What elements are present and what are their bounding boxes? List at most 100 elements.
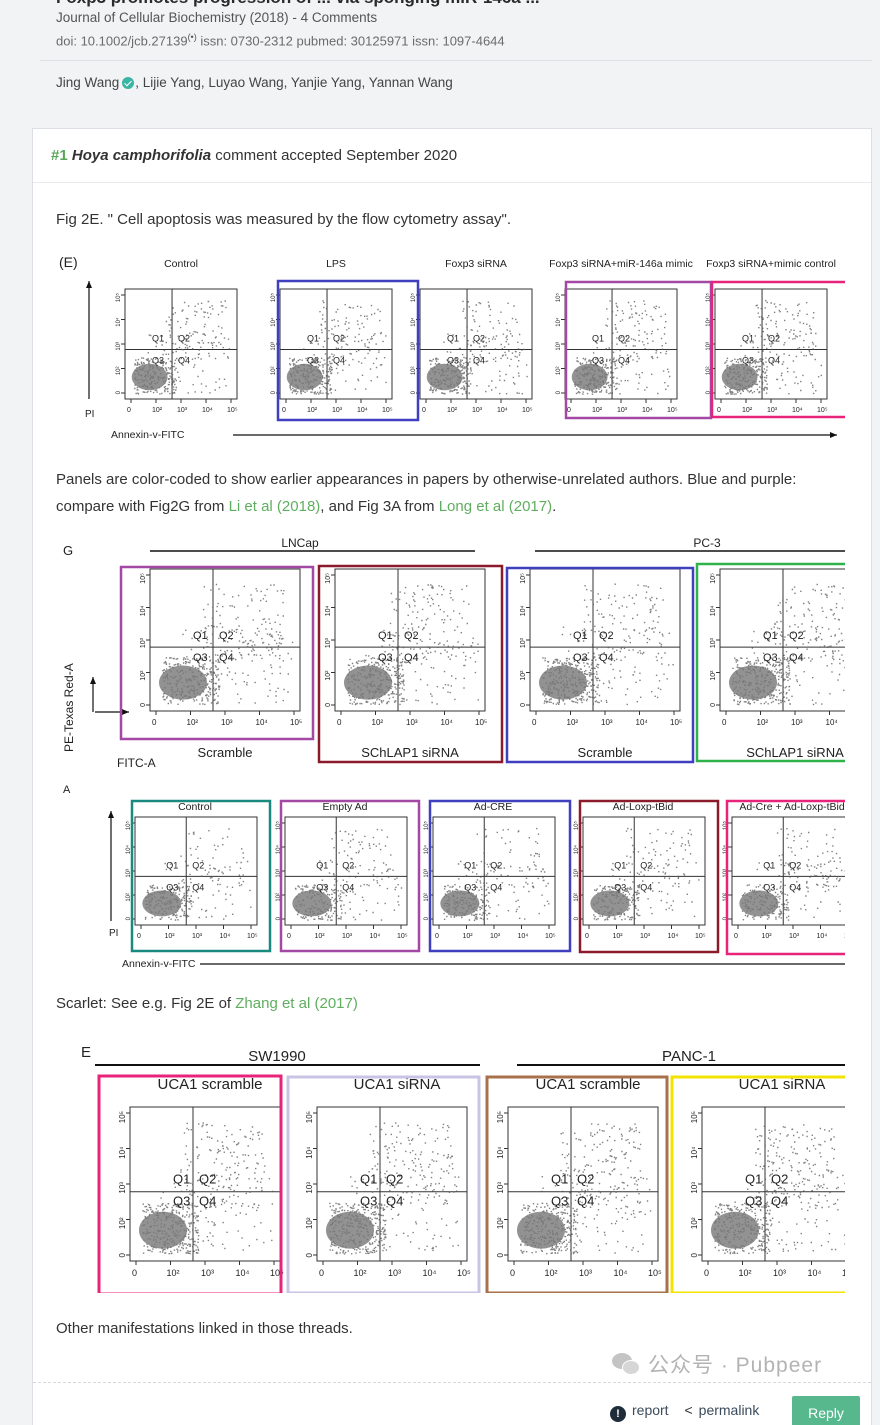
quadrant-q1-label: Q1 — [742, 334, 754, 344]
long-2017-link[interactable]: Long et al (2017) — [438, 498, 553, 515]
y-tick-label: 10² — [710, 670, 717, 681]
y-tick-label: 10³ — [271, 342, 277, 351]
y-tick-label: 10⁵ — [140, 573, 147, 584]
doi-badge: (•) — [187, 32, 197, 42]
x-tick-label: 10⁵ — [842, 1268, 845, 1278]
share-icon[interactable]: < — [684, 1402, 693, 1418]
y-tick-label: 10⁵ — [118, 1111, 127, 1123]
quadrant-q3-label: Q3 — [763, 882, 775, 892]
quadrant-q1-label: Q1 — [614, 860, 626, 870]
y-tick-label: 10³ — [520, 637, 527, 648]
doi-link[interactable]: doi: 10.1002/jcb.27139 — [56, 33, 188, 49]
quadrant-q2-label: Q2 — [178, 334, 190, 344]
report-link[interactable]: report — [632, 1402, 669, 1418]
y-tick-label: 0 — [556, 390, 562, 394]
quadrant-q4-label: Q4 — [192, 882, 204, 892]
quadrant-q2-label: Q2 — [789, 860, 801, 870]
y-tick-label: 0 — [496, 1252, 505, 1257]
x-tick-label: 10³ — [332, 407, 343, 414]
y-tick-label: 10⁵ — [705, 292, 712, 302]
quadrant-q4-label: Q4 — [342, 882, 354, 892]
y-tick-label: 10² — [690, 1217, 699, 1229]
dense-population — [729, 665, 777, 700]
blue-highlight-box — [276, 279, 420, 422]
x-tick-label: 10² — [165, 933, 176, 940]
x-tick-label: 10⁵ — [670, 718, 682, 727]
y-tick-label: 10² — [574, 893, 580, 902]
y-tick-label: 10⁴ — [118, 1146, 127, 1159]
li-2018-link[interactable]: Li et al (2018) — [228, 498, 321, 515]
y-tick-label: 10³ — [126, 869, 132, 878]
comment-number[interactable]: #1 — [51, 147, 68, 164]
y-tick-label: 10⁵ — [722, 820, 729, 830]
quadrant-q2-label: Q2 — [333, 334, 345, 344]
x-tick-label: 10⁵ — [522, 407, 533, 414]
quadrant-q1-label: Q1 — [378, 630, 393, 642]
x-tick-label: 10³ — [767, 407, 778, 414]
quadrant-q1-label: Q1 — [173, 1172, 190, 1187]
wechat-watermark: 公众号 · Pubpeer — [612, 1349, 822, 1379]
teal-highlight-box — [130, 799, 272, 953]
panel-title: Ad-Cre + Ad-Loxp-tBid — [739, 801, 845, 813]
y-tick-label: 10⁴ — [722, 845, 729, 855]
quadrant-q4-label: Q4 — [386, 1194, 403, 1209]
publication-title[interactable]: Foxp3 promotes progression of ... via sp… — [56, 0, 540, 8]
quadrant-q4-label: Q4 — [789, 882, 801, 892]
figure-g-svg: G LNCap PC-3 PE-Texas Red-A FITC-A Q1 Q2 Q3 Q4 0 0… — [62, 537, 845, 769]
dark-red-highlight-box — [578, 799, 720, 954]
quadrant-q2-label: Q2 — [771, 1172, 788, 1187]
journal-line: Journal of Cellular Biochemistry (2018) … — [56, 10, 378, 25]
figure-label: G — [63, 543, 73, 558]
y-tick-label: 10³ — [706, 342, 712, 351]
dense-population — [286, 363, 323, 391]
comment-paragraph-4: Other manifestations linked in those thr… — [56, 1320, 353, 1337]
dense-population — [139, 1211, 187, 1249]
x-tick-label: 10³ — [192, 933, 203, 940]
x-tick-label: 10² — [315, 933, 326, 940]
x-tick-label: 10² — [592, 407, 603, 414]
comment-author[interactable]: Hoya camphorifolia — [71, 147, 212, 164]
reply-button[interactable]: Reply — [792, 1396, 860, 1425]
quadrant-q2-label: Q2 — [192, 860, 204, 870]
panel-title: UCA1 scramble — [157, 1076, 262, 1093]
figure-e-foxp3: (E) PI Control Q1 Q2 Q3 Q4 0 0 10² 10² 10³ 10³ 10⁴ 10⁴… — [55, 249, 845, 447]
zhang-2017-link[interactable]: Zhang et al (2017) — [235, 995, 358, 1012]
y-tick-label: 10² — [305, 1217, 314, 1229]
quadrant-q2-label: Q2 — [768, 334, 780, 344]
x-tick-label: 10³ — [773, 1268, 786, 1278]
x-tick-label: 0 — [532, 718, 537, 727]
quadrant-q4-label: Q4 — [640, 882, 652, 892]
x-tick-label: 10⁴ — [220, 933, 231, 940]
dense-population — [517, 1211, 565, 1249]
y-tick-label: 10⁴ — [305, 1146, 314, 1159]
y-tick-label: 10⁵ — [710, 573, 717, 584]
quadrant-q1-label: Q1 — [464, 860, 476, 870]
x-tick-label: 0 — [717, 407, 721, 414]
y-tick-label: 0 — [118, 1252, 127, 1257]
figure-label: A — [63, 784, 71, 796]
panel-title: UCA1 siRNA — [354, 1076, 441, 1093]
permalink-link[interactable]: permalink — [698, 1402, 760, 1418]
plot-frame — [419, 288, 533, 400]
y-tick-label: 10² — [706, 366, 712, 375]
y-tick-label: 0 — [116, 390, 122, 394]
quadrant-q1-label: Q1 — [360, 1172, 377, 1187]
panel-title: Empty Ad — [323, 801, 368, 813]
author-first[interactable]: Jing Wang — [56, 75, 120, 90]
x-tick-label: 10² — [757, 718, 769, 727]
x-tick-label: 10³ — [221, 718, 233, 727]
y-tick-label: 10⁵ — [325, 573, 332, 584]
comment-actions: ! report < permalink — [610, 1402, 759, 1425]
y-tick-label: 0 — [276, 916, 282, 920]
quadrant-q2-label: Q2 — [640, 860, 652, 870]
x-tick-label: 10² — [545, 1268, 558, 1278]
quadrant-q2-label: Q2 — [599, 630, 614, 642]
p2-text-c: . — [552, 498, 557, 515]
report-icon[interactable]: ! — [610, 1406, 626, 1422]
x-tick-label: 10⁵ — [648, 1268, 662, 1278]
y-tick-label: 10² — [116, 366, 122, 375]
y-tick-label: 10³ — [118, 1182, 127, 1194]
x-tick-label: 10⁵ — [270, 1268, 284, 1278]
quadrant-q4-label: Q4 — [618, 356, 630, 366]
x-tick-label: 10⁵ — [457, 1268, 471, 1278]
